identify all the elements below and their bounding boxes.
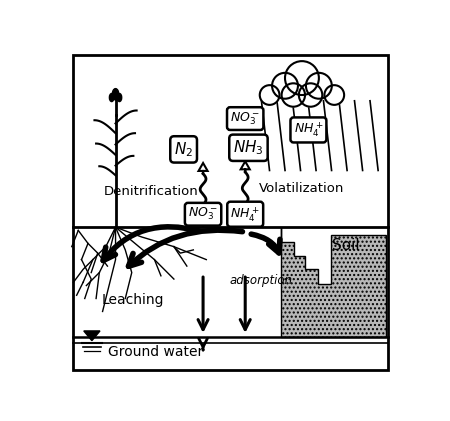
Polygon shape — [281, 227, 386, 337]
Circle shape — [306, 73, 332, 99]
Ellipse shape — [112, 88, 119, 100]
Circle shape — [272, 73, 298, 99]
Circle shape — [285, 61, 319, 95]
Text: $NH_4^+$: $NH_4^+$ — [230, 205, 260, 224]
Circle shape — [260, 85, 279, 105]
Text: Denitrification: Denitrification — [104, 185, 198, 198]
FancyArrow shape — [241, 161, 250, 172]
Text: Volatilization: Volatilization — [259, 182, 345, 195]
Ellipse shape — [109, 93, 114, 101]
Text: $N_2$: $N_2$ — [174, 140, 193, 159]
Ellipse shape — [117, 93, 122, 101]
Text: $NH_4^+$: $NH_4^+$ — [293, 120, 323, 139]
Circle shape — [282, 83, 305, 107]
Polygon shape — [84, 331, 100, 341]
Text: $NO_3^-$: $NO_3^-$ — [188, 206, 218, 222]
Circle shape — [324, 85, 344, 105]
Text: adsorption: adsorption — [230, 274, 293, 287]
Text: Soil: Soil — [332, 237, 360, 253]
Text: $NH_3$: $NH_3$ — [233, 139, 264, 157]
Text: Ground water: Ground water — [108, 345, 204, 359]
Text: $NO_3^-$: $NO_3^-$ — [230, 110, 260, 127]
FancyArrow shape — [198, 163, 207, 174]
Circle shape — [299, 83, 322, 107]
Text: Leaching: Leaching — [102, 293, 165, 307]
